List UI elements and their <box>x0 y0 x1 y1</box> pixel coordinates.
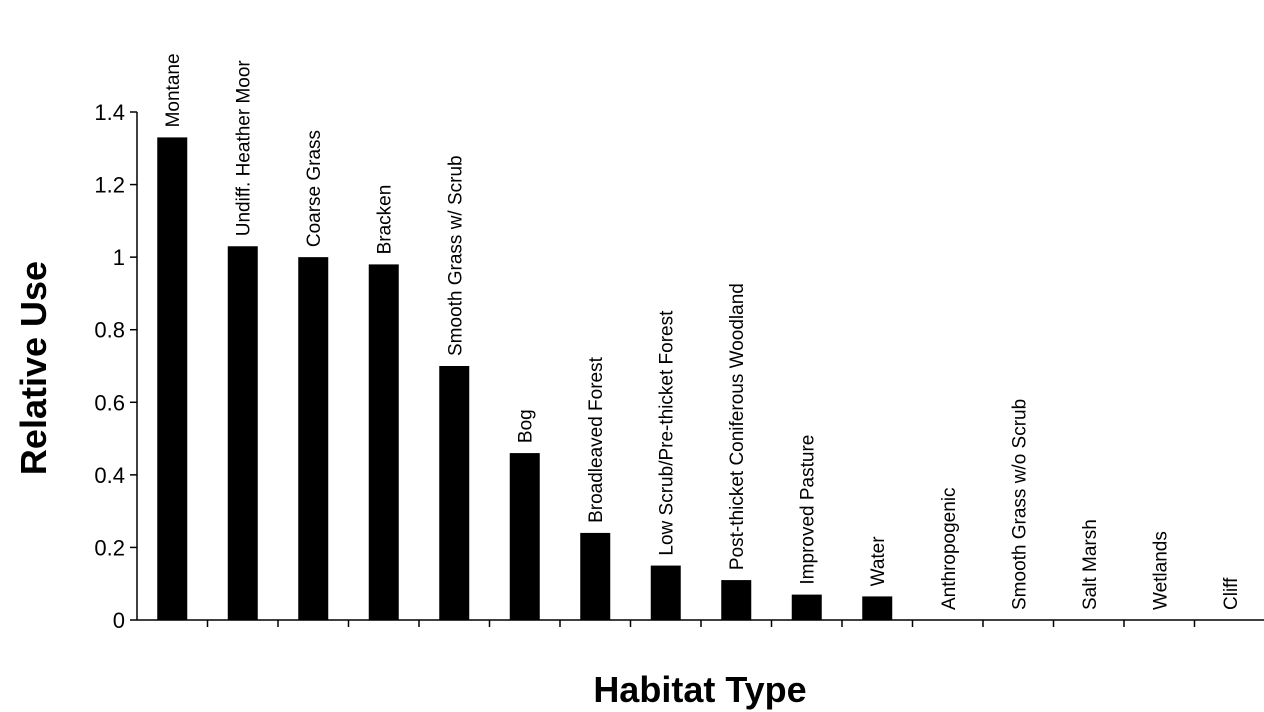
category-label: Wetlands <box>1150 531 1171 610</box>
y-tick-label: 0 <box>113 608 125 633</box>
category-label: Smooth Grass w/o Scrub <box>1009 399 1030 610</box>
y-axis: 0 0.2 0.4 0.6 0.8 1 1.2 1.4 <box>94 100 138 633</box>
category-label: Bracken <box>375 185 396 255</box>
y-tick-label: 0.6 <box>94 390 125 415</box>
y-tick-label: 0.4 <box>94 463 125 488</box>
y-tick-label: 0.8 <box>94 318 125 343</box>
y-tick-label: 1 <box>113 245 125 270</box>
category-label: Salt Marsh <box>1080 519 1101 610</box>
category-labels: Montane Undiff. Heather Moor Coarse Grass B… <box>163 53 1242 610</box>
bar <box>580 532 611 620</box>
y-tick-label: 0.2 <box>94 535 125 560</box>
bars <box>157 137 893 620</box>
y-axis-title: Relative Use <box>13 261 54 475</box>
bar <box>157 137 188 620</box>
bar <box>298 257 329 620</box>
bar <box>227 246 258 620</box>
category-label: Broadleaved Forest <box>586 356 607 523</box>
bar <box>862 596 893 620</box>
y-tick-label: 1.4 <box>94 100 125 125</box>
category-label: Montane <box>163 53 184 127</box>
bar <box>791 594 822 620</box>
category-label: Anthropogenic <box>939 487 960 610</box>
category-label: Cliff <box>1221 577 1242 610</box>
category-label: Bog <box>516 409 537 443</box>
category-label: Low Scrub/Pre-thicket Forest <box>657 310 678 556</box>
bar <box>509 453 540 620</box>
category-label: Water <box>868 536 889 587</box>
bar <box>650 565 681 620</box>
category-label: Smooth Grass w/ Scrub <box>445 155 466 356</box>
category-label: Coarse Grass <box>304 130 325 247</box>
bar <box>368 264 399 620</box>
y-tick-label: 1.2 <box>94 173 125 198</box>
category-label: Undiff. Heather Moor <box>234 60 255 237</box>
x-axis <box>137 619 1264 627</box>
category-label: Improved Pasture <box>798 435 819 585</box>
bar <box>721 580 752 620</box>
x-axis-title: Habitat Type <box>593 669 806 710</box>
category-label: Post-thicket Coniferous Woodland <box>727 283 748 570</box>
bar <box>439 366 470 620</box>
